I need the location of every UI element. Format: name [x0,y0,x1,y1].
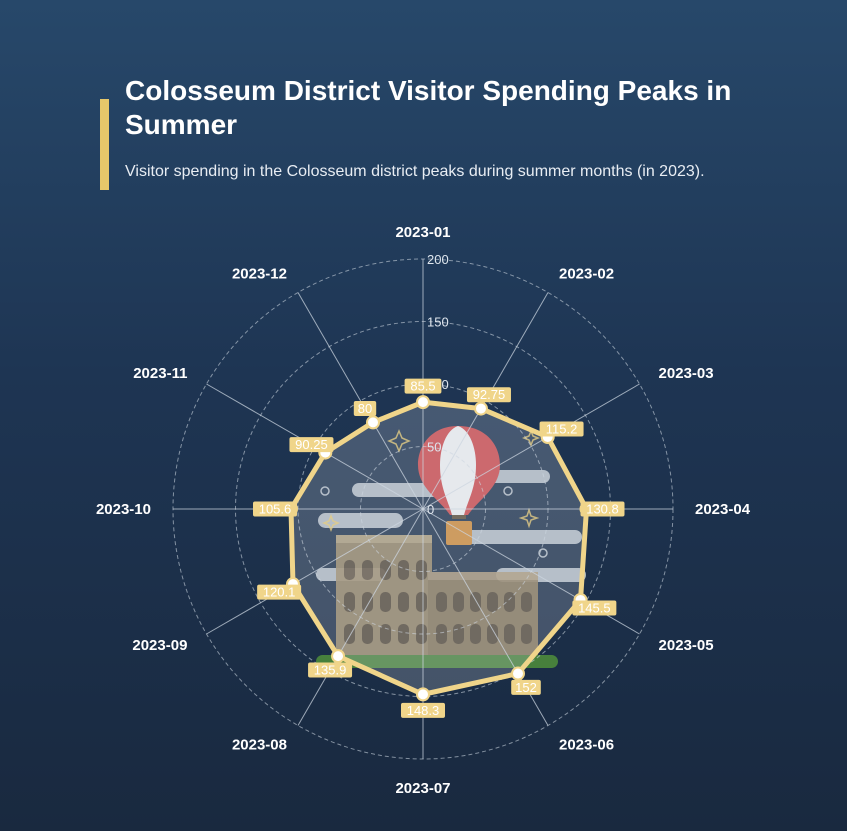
value-label-bg [466,387,511,403]
value-label-bg [289,437,334,453]
value-label-text: 115.2 [546,422,578,437]
value-label-bg [257,584,302,600]
arch [416,560,427,580]
value-label: 105.6 [253,501,297,517]
value-label: 152 [511,679,541,695]
data-point [473,401,488,416]
value-label-text: 90.25 [295,437,328,452]
radial-tick-label: 0 [427,502,434,517]
data-point [416,687,430,702]
page-subtitle: Visitor spending in the Colosseum distri… [125,163,705,180]
category-label: 2023-08 [232,737,287,754]
arch [521,592,532,612]
value-label-bg [353,401,377,417]
value-label-bg [580,501,625,517]
arch [470,592,481,612]
arch [521,624,532,644]
value-label: 80 [353,401,377,417]
series-layer: 85.5 92.75 115.2 130.8 145.5 152 148.3 135.9 120… [253,378,625,718]
arch [487,624,498,644]
arch [362,592,373,612]
arch [398,592,409,612]
page-title: Colosseum District Visitor Spending Peak… [125,75,732,140]
category-label: 2023-12 [232,265,287,282]
value-label: 135.9 [308,662,353,678]
arch [453,592,464,612]
arch [398,560,409,580]
colosseum-illustration [316,426,586,668]
data-point [366,415,380,430]
arch [436,592,447,612]
arch [362,624,373,644]
arch [453,624,464,644]
arch [362,560,373,580]
arch [504,624,515,644]
arch [344,560,355,580]
category-label: 2023-01 [395,224,450,241]
value-label: 120.1 [257,584,302,600]
value-label: 85.5 [404,378,442,394]
value-label-text: 120.1 [263,585,296,600]
value-label-text: 135.9 [314,662,347,677]
radial-tick-label: 150 [427,315,449,330]
data-point [331,649,346,664]
spoke-line [206,508,424,635]
value-label: 92.75 [466,387,511,403]
category-label: 2023-05 [659,637,714,654]
title-accent-bar [100,99,109,190]
value-label-text: 85.5 [410,379,435,394]
value-label-bg [572,600,617,616]
arch [380,560,391,580]
arch [504,592,515,612]
value-label-bg [401,702,445,718]
value-label-text: 148.3 [407,703,440,718]
value-label: 145.5 [572,600,617,616]
value-label-text: 92.75 [473,387,506,402]
arch [398,624,409,644]
arch [487,592,498,612]
value-label-bg [404,378,442,394]
value-label-text: 80 [358,401,372,416]
spoke-line [422,383,640,510]
arch [380,592,391,612]
value-label: 148.3 [401,702,445,718]
radial-spokes [173,259,673,759]
data-point [511,666,525,681]
value-label: 90.25 [289,437,334,453]
arch [344,624,355,644]
category-labels: 2023-01 2023-02 2023-03 2023-04 2023-05 2023-… [96,224,751,797]
value-label-text: 145.5 [578,600,611,615]
arch [436,624,447,644]
radial-tick-label: 200 [427,252,449,267]
data-point [416,395,430,410]
category-label: 2023-09 [132,637,187,654]
category-label: 2023-03 [659,365,714,382]
category-label: 2023-07 [395,780,450,797]
category-label: 2023-11 [133,365,187,382]
value-label-text: 152 [515,680,537,695]
value-label-text: 130.8 [586,502,619,517]
arch [344,592,355,612]
value-label-text: 105.6 [259,502,292,517]
category-label: 2023-06 [559,737,614,754]
spoke-line [297,292,424,510]
category-label: 2023-02 [559,265,614,282]
radial-tick-label: 50 [427,440,441,455]
arch [470,624,481,644]
value-label-bg [253,501,297,517]
category-label: 2023-04 [695,501,751,518]
value-label-bg [511,679,541,695]
spoke-line [297,508,424,726]
value-label: 115.2 [539,421,584,437]
arch [416,592,427,612]
value-label: 130.8 [580,501,625,517]
value-label-bg [539,421,584,437]
category-label: 2023-10 [96,501,151,518]
value-label-bg [308,662,353,678]
colosseum-icon [316,535,558,668]
